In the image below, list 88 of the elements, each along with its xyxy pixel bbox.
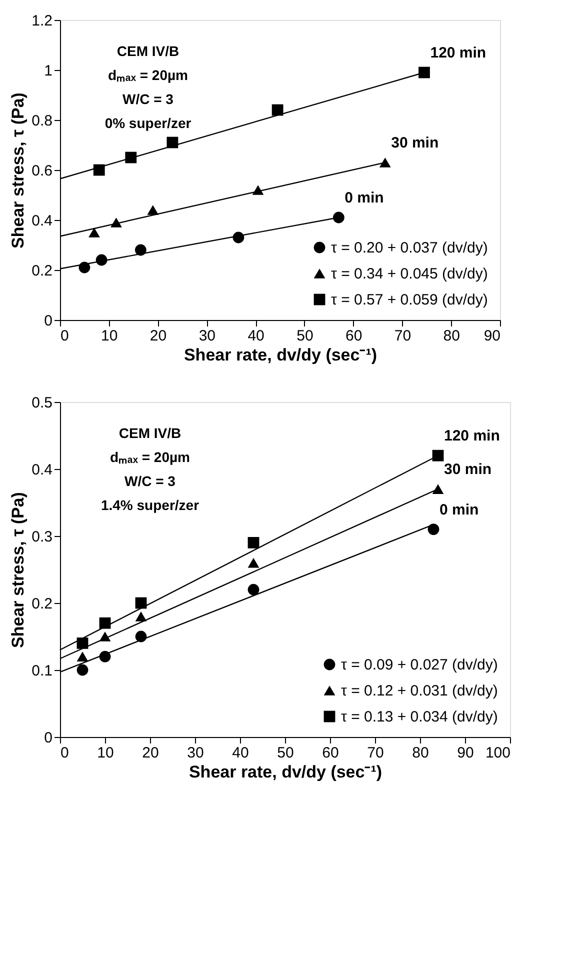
annotation: CEM IV/B bbox=[116, 43, 180, 59]
y-tick-label: 0.3 bbox=[32, 528, 52, 546]
annotation: CEM IV/B bbox=[118, 425, 182, 441]
point bbox=[99, 617, 111, 629]
x-tick-label: 50 bbox=[296, 328, 314, 344]
point bbox=[76, 652, 88, 662]
legend-label: τ = 0.12 + 0.031 (dv/dy) bbox=[341, 682, 498, 700]
annotation: 30 min bbox=[444, 461, 492, 478]
x-tick-label: 20 bbox=[150, 328, 167, 344]
y-tick-label: 0 bbox=[44, 312, 52, 330]
point bbox=[76, 638, 88, 649]
x-tick-label: 90 bbox=[457, 744, 474, 762]
annotation: W/C = 3 bbox=[122, 91, 174, 107]
y-axis-title: Shear stress, τ (Pa) bbox=[8, 92, 28, 248]
x-tick-label: 80 bbox=[412, 744, 429, 762]
point bbox=[99, 650, 111, 662]
x-tick-label: 0 bbox=[60, 328, 69, 344]
x-tick-label: 60 bbox=[345, 328, 362, 344]
annotation: 0 min bbox=[344, 190, 384, 206]
x-axis-title: Shear rate, dv/dy (sec⁻¹) bbox=[188, 762, 382, 782]
y-tick-label: 1.2 bbox=[32, 12, 52, 30]
x-axis-title: Shear rate, dv/dy (sec⁻¹) bbox=[184, 346, 378, 364]
legend-label: τ = 0.20 + 0.037 (dv/dy) bbox=[331, 240, 488, 256]
y-tick-label: 0 bbox=[44, 730, 52, 746]
x-tick-label: 20 bbox=[142, 744, 159, 762]
x-tick-label: 10 bbox=[97, 744, 114, 762]
point bbox=[272, 104, 284, 116]
x-tick-label: 30 bbox=[187, 744, 204, 762]
point bbox=[78, 262, 90, 274]
y-tick-label: 0.5 bbox=[32, 394, 52, 412]
x-tick-label: 100 bbox=[485, 744, 510, 762]
point bbox=[147, 205, 159, 215]
legend-label: τ = 0.13 + 0.034 (dv/dy) bbox=[341, 708, 498, 726]
point bbox=[125, 152, 137, 164]
legend-label: τ = 0.57 + 0.059 (dv/dy) bbox=[331, 292, 488, 308]
point bbox=[248, 558, 260, 568]
point bbox=[379, 158, 391, 168]
y-tick-label: 0.2 bbox=[32, 596, 52, 612]
point bbox=[432, 484, 444, 494]
point bbox=[252, 185, 264, 195]
legend-label: τ = 0.34 + 0.045 (dv/dy) bbox=[331, 266, 488, 282]
y-tick-label: 0.6 bbox=[32, 162, 52, 180]
point bbox=[99, 632, 111, 642]
point bbox=[166, 136, 178, 148]
y-tick-label: 0.4 bbox=[32, 212, 52, 230]
x-tick-label: 80 bbox=[443, 328, 460, 344]
annotation: 0 min bbox=[440, 501, 479, 518]
x-tick-label: 10 bbox=[101, 328, 118, 344]
y-axis-title: Shear stress, τ (Pa) bbox=[8, 492, 28, 648]
x-tick-label: 30 bbox=[198, 328, 216, 344]
point bbox=[428, 524, 440, 535]
x-tick-label: 90 bbox=[484, 328, 500, 344]
point bbox=[88, 228, 100, 238]
x-tick-label: 50 bbox=[277, 744, 294, 762]
point bbox=[418, 66, 430, 78]
point bbox=[135, 630, 147, 642]
x-tick-label: 60 bbox=[322, 744, 339, 762]
point bbox=[332, 212, 344, 224]
x-tick-label: 70 bbox=[394, 328, 412, 344]
annotation: 30 min bbox=[391, 134, 439, 152]
y-tick-label: 0.4 bbox=[32, 462, 52, 478]
x-tick-label: 40 bbox=[248, 328, 264, 344]
point bbox=[135, 597, 147, 609]
annotation: dₘₐₓ = 20µm bbox=[110, 449, 190, 465]
annotation: 120 min bbox=[430, 44, 486, 62]
point bbox=[110, 218, 122, 228]
y-tick-label: 0.2 bbox=[32, 262, 52, 280]
point bbox=[93, 164, 105, 176]
point bbox=[248, 584, 260, 596]
y-tick-label: 0.8 bbox=[32, 112, 52, 130]
point bbox=[248, 537, 260, 548]
y-tick-label: 0.1 bbox=[32, 662, 52, 680]
annotation: dₘₐₓ = 20µm bbox=[108, 67, 188, 83]
x-tick-label: 0 bbox=[60, 744, 69, 762]
point bbox=[432, 450, 444, 462]
annotation: 1.4% super/zer bbox=[100, 497, 200, 513]
point bbox=[76, 664, 88, 676]
point bbox=[232, 232, 244, 244]
point bbox=[135, 611, 147, 622]
point bbox=[134, 244, 146, 256]
point bbox=[96, 254, 108, 266]
annotation: 0% super/zer bbox=[104, 115, 192, 131]
x-tick-label: 70 bbox=[367, 744, 384, 762]
y-tick-label: 1 bbox=[44, 62, 52, 80]
annotation: 120 min bbox=[444, 428, 500, 445]
annotation: W/C = 3 bbox=[124, 473, 176, 489]
legend-label: τ = 0.09 + 0.027 (dv/dy) bbox=[341, 656, 498, 674]
x-tick-label: 40 bbox=[232, 744, 249, 762]
